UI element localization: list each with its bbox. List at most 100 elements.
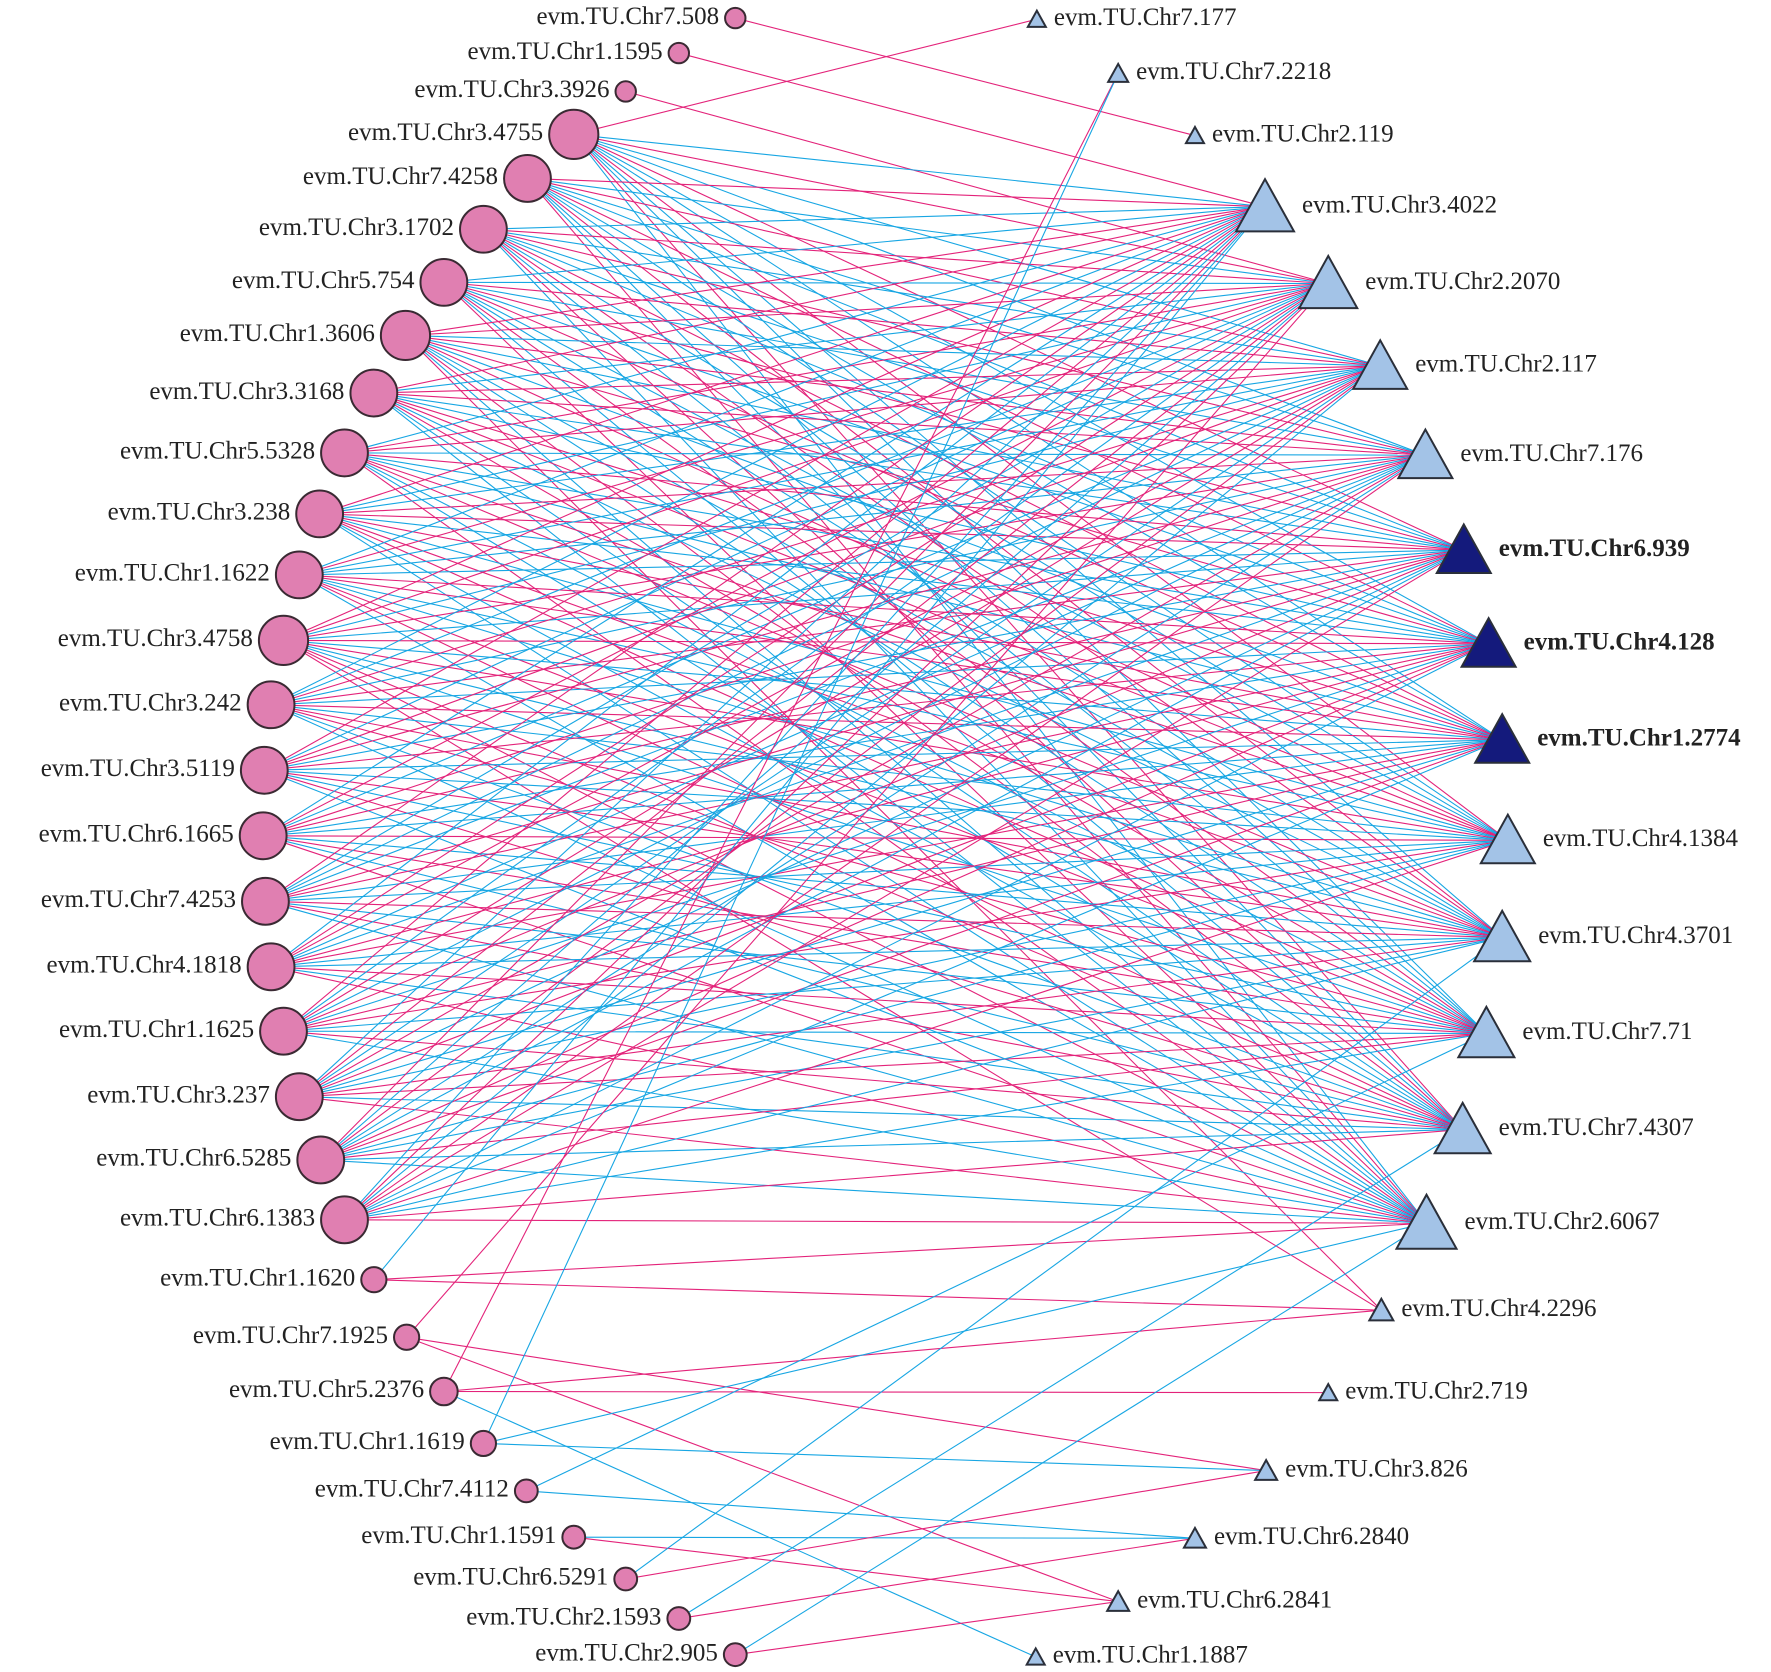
edge	[270, 739, 1503, 968]
edge	[263, 835, 1503, 939]
edge	[263, 835, 1487, 1035]
gene-node	[1396, 427, 1455, 480]
edge	[443, 206, 1266, 283]
edge	[319, 513, 1464, 551]
node-label: evm.TU.Chr4.3701	[1538, 922, 1733, 949]
gene-node	[1351, 338, 1409, 390]
edge	[483, 1442, 1267, 1472]
edge	[344, 1219, 1427, 1224]
edge	[344, 739, 1503, 1221]
gene-node	[1479, 812, 1537, 865]
gene-node	[1472, 908, 1532, 963]
edge	[319, 513, 1503, 938]
gene-node	[722, 1642, 748, 1668]
edge	[482, 73, 1119, 1444]
gene-node	[459, 204, 508, 254]
edge	[265, 283, 1329, 902]
edge	[527, 177, 1266, 208]
edge	[344, 643, 1489, 1221]
node-label: evm.TU.Chr3.3168	[149, 378, 344, 405]
edge	[283, 365, 1381, 1032]
node-label: evm.TU.Chr1.1625	[59, 1016, 254, 1043]
edge	[344, 1032, 1487, 1221]
gene-node	[513, 1478, 539, 1504]
node-label: evm.TU.Chr3.5119	[41, 755, 235, 782]
edge	[299, 365, 1381, 576]
edge	[483, 1222, 1427, 1444]
edge	[483, 228, 1381, 367]
gene-node	[469, 1429, 498, 1458]
gene-node	[349, 368, 399, 418]
edge	[298, 206, 1266, 1098]
edges	[262, 17, 1509, 1658]
edge	[299, 643, 1489, 1098]
edge	[344, 365, 1381, 454]
node-label: evm.TU.Chr3.4758	[58, 625, 253, 652]
gene-node	[320, 428, 369, 478]
edge	[270, 365, 1381, 968]
edge	[299, 739, 1503, 1098]
node-label: evm.TU.Chr2.2070	[1365, 268, 1560, 295]
edge	[264, 549, 1464, 771]
gene-node	[1026, 8, 1048, 28]
node-label: evm.TU.Chr1.1622	[75, 560, 270, 587]
edge	[573, 1536, 1119, 1603]
edge	[373, 392, 1509, 841]
edge	[263, 549, 1464, 837]
gene-node	[239, 745, 289, 795]
edge	[265, 365, 1381, 902]
gene-node	[1105, 1589, 1131, 1612]
edge	[344, 365, 1381, 1221]
gene-node	[1432, 1100, 1493, 1155]
node-label: evm.TU.Chr2.1593	[466, 1603, 661, 1630]
gene-node	[561, 1524, 587, 1550]
edge	[527, 178, 1487, 1034]
node-label: evm.TU.Chr4.1384	[1543, 825, 1739, 852]
edge	[344, 452, 1426, 456]
edge	[262, 835, 1427, 1224]
edge	[320, 1159, 1427, 1224]
edge	[271, 936, 1503, 968]
gene-node	[393, 1323, 421, 1351]
node-label: evm.TU.Chr4.2296	[1401, 1295, 1596, 1322]
node-label: evm.TU.Chr6.1383	[120, 1205, 315, 1232]
gene-node	[1106, 61, 1130, 83]
edge	[283, 206, 1266, 641]
node-label: evm.TU.Chr7.1925	[193, 1322, 388, 1349]
node-label: evm.TU.Chr6.2841	[1137, 1586, 1332, 1613]
edge	[405, 334, 1487, 1034]
edge	[483, 228, 1426, 456]
node-label: evm.TU.Chr1.3606	[180, 320, 375, 347]
gene-node	[548, 108, 600, 161]
node-label: evm.TU.Chr6.2840	[1214, 1523, 1409, 1550]
edge	[265, 839, 1508, 902]
node-label: evm.TU.Chr6.1665	[39, 821, 234, 848]
edge	[299, 574, 1508, 841]
edge	[263, 739, 1503, 837]
edge	[344, 936, 1503, 1221]
edge	[443, 1309, 1382, 1393]
node-label: evm.TU.Chr7.4112	[315, 1476, 509, 1503]
edge	[573, 133, 1509, 841]
edge	[443, 73, 1119, 1392]
edge	[344, 452, 1503, 938]
edge	[283, 639, 1503, 741]
gene-node	[429, 1376, 459, 1407]
gene-node	[1459, 616, 1518, 668]
edge	[271, 704, 1508, 841]
node-label: evm.TU.Chr1.1591	[361, 1522, 556, 1549]
node-label: evm.TU.Chr3.4755	[348, 119, 543, 146]
gene-node	[1473, 712, 1531, 764]
node-label: evm.TU.Chr3.826	[1285, 1455, 1468, 1482]
edge	[625, 1470, 1267, 1580]
edge	[344, 206, 1266, 454]
gene-node	[274, 1072, 324, 1122]
edge	[527, 177, 1464, 551]
edge	[320, 1128, 1463, 1161]
gene-node	[1367, 1296, 1396, 1322]
gene-node	[1025, 1646, 1047, 1666]
edge	[405, 334, 1426, 456]
edge	[299, 1096, 1463, 1131]
node-label: evm.TU.Chr5.754	[232, 267, 415, 294]
node-label: evm.TU.Chr7.508	[536, 3, 719, 30]
